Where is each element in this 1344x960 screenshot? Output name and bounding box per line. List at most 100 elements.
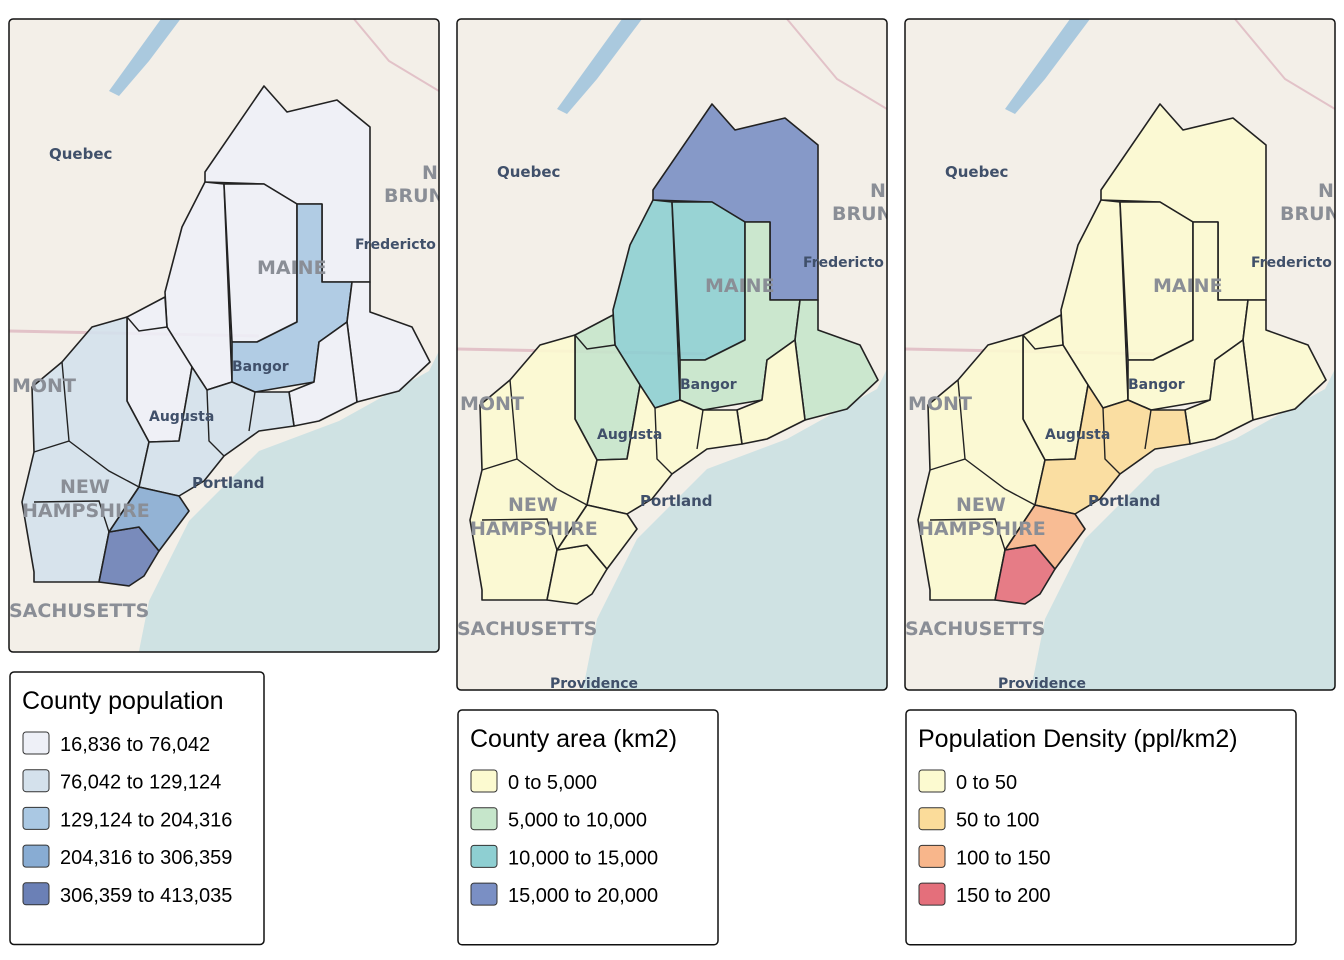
map-frame	[904, 18, 1336, 691]
lake	[1005, 19, 1090, 114]
place-label: MONT	[460, 393, 524, 415]
sea	[129, 331, 439, 652]
lake	[557, 19, 642, 114]
legend-swatch	[470, 882, 498, 906]
place-label: BRUN	[1280, 203, 1340, 225]
place-label: HAMPSHIRE	[22, 500, 150, 522]
county-line	[68, 440, 140, 488]
legend-swatch	[470, 844, 498, 868]
legend-swatch	[918, 807, 946, 831]
legend-swatch	[22, 731, 50, 755]
place-label: MONT	[12, 375, 76, 397]
place-label: Augusta	[149, 409, 214, 425]
legend-label: 50 to 100	[956, 810, 1039, 832]
county	[1034, 384, 1191, 515]
legend-title: County population	[22, 687, 224, 715]
legend-title: Population Density (ppl/km2)	[918, 725, 1238, 753]
county	[138, 366, 295, 497]
county-line	[481, 518, 558, 551]
legend-title: County area (km2)	[470, 725, 677, 753]
legend-swatch	[470, 769, 498, 793]
place-label: Portland	[1088, 492, 1161, 510]
legend-label: 16,836 to 76,042	[60, 734, 210, 756]
legend-swatch	[470, 807, 498, 831]
county	[586, 384, 743, 515]
legend-swatch	[22, 844, 50, 868]
legend-swatch	[918, 769, 946, 793]
county-line	[516, 458, 588, 506]
place-label: Augusta	[1045, 427, 1110, 443]
place-label: Quebec	[945, 163, 1008, 181]
legend-box	[457, 709, 719, 946]
place-label: HAMPSHIRE	[470, 518, 598, 540]
place-label: Portland	[192, 474, 265, 492]
legend-label: 0 to 50	[956, 772, 1017, 794]
legend-box	[905, 709, 1297, 946]
county-line	[248, 391, 256, 432]
border	[1234, 19, 1335, 110]
legend-label: 129,124 to 204,316	[60, 809, 232, 831]
border	[786, 19, 887, 110]
place-label: MAINE	[257, 257, 327, 279]
legend-label: 5,000 to 10,000	[508, 810, 647, 832]
place-label: Bangor	[232, 359, 289, 375]
legend-label: 0 to 5,000	[508, 772, 597, 794]
legend-label: 15,000 to 20,000	[508, 885, 658, 907]
county-line	[1102, 407, 1121, 475]
place-label: Quebec	[49, 145, 112, 163]
map-frame	[8, 18, 440, 653]
legend-label: 100 to 150	[956, 847, 1051, 869]
county-line	[574, 334, 616, 350]
county-line	[696, 409, 704, 450]
place-label: N	[422, 162, 438, 184]
place-label: SACHUSETTS	[905, 618, 1045, 640]
lake	[109, 19, 194, 96]
legend-swatch	[918, 844, 946, 868]
place-label: MAINE	[1153, 275, 1223, 297]
place-label: N	[870, 180, 886, 202]
county-line	[1022, 334, 1064, 350]
legend-label: 150 to 200	[956, 885, 1051, 907]
place-label: Quebec	[497, 163, 560, 181]
place-label: MAINE	[705, 275, 775, 297]
county-line	[929, 518, 1006, 551]
place-label: N	[1318, 180, 1334, 202]
border	[338, 19, 439, 92]
place-label: NEW	[508, 494, 558, 516]
place-label: Portland	[640, 492, 713, 510]
place-label: Fredericto	[1251, 255, 1332, 271]
place-label: Providence	[998, 676, 1086, 692]
place-label: NEW	[60, 476, 110, 498]
legend-label: 76,042 to 129,124	[60, 772, 221, 794]
map-frame	[456, 18, 888, 691]
county-line	[654, 407, 673, 475]
place-label: NEW	[956, 494, 1006, 516]
county-line	[126, 316, 168, 332]
place-label: SACHUSETTS	[9, 600, 149, 622]
place-label: Bangor	[680, 377, 737, 393]
legend: County population 16,836 to 76,042 76,042 …	[9, 671, 265, 946]
place-label: Providence	[550, 676, 638, 692]
county-line	[1144, 409, 1152, 450]
place-label: HAMPSHIRE	[918, 518, 1046, 540]
legend-swatch	[918, 882, 946, 906]
place-label: Augusta	[597, 427, 662, 443]
place-label: Fredericto	[803, 255, 884, 271]
county-line	[33, 500, 110, 533]
place-label: SACHUSETTS	[457, 618, 597, 640]
county-line	[206, 389, 225, 457]
place-label: Bangor	[1128, 377, 1185, 393]
legend-label: 306,359 to 413,035	[60, 885, 232, 907]
legend-swatch	[22, 882, 50, 906]
legend-swatch	[22, 769, 50, 793]
